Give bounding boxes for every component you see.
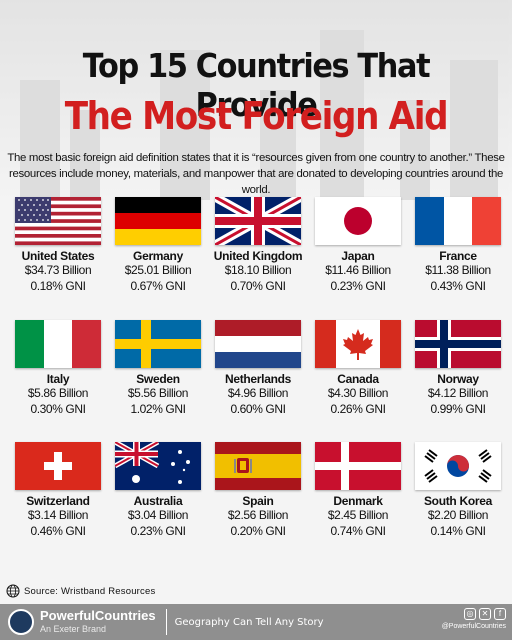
aid-amount: $5.86 Billion xyxy=(27,386,89,400)
italy-flag-icon xyxy=(15,320,101,368)
country-card-netherlands: Netherlands $4.96 Billion 0.60% GNI xyxy=(208,320,308,417)
aid-amount: $2.45 Billion xyxy=(327,508,389,522)
aid-amount: $3.14 Billion xyxy=(27,508,89,522)
country-card-sweden: Sweden $5.56 Billion 1.02% GNI xyxy=(108,320,208,417)
country-card-us: United States $34.73 Billion 0.18% GNI xyxy=(8,197,108,294)
aid-amount: $25.01 Billion xyxy=(124,263,192,277)
x-icon[interactable]: ✕ xyxy=(479,608,491,620)
country-card-italy: Italy $5.86 Billion 0.30% GNI xyxy=(8,320,108,417)
country-name: Germany xyxy=(133,249,183,263)
social-handle: @PowerfulCountries xyxy=(441,623,506,630)
sweden-flag-icon xyxy=(115,320,201,368)
source-text: Source: Wristband Resources xyxy=(24,585,156,597)
country-card-france: France $11.38 Billion 0.43% GNI xyxy=(408,197,508,294)
facebook-icon[interactable]: f xyxy=(494,608,506,620)
country-card-canada: Canada $4.30 Billion 0.26% GNI xyxy=(308,320,408,417)
spain-flag-icon xyxy=(215,442,301,490)
country-card-norway: Norway $4.12 Billion 0.99% GNI xyxy=(408,320,508,417)
gni-percent: 0.60% GNI xyxy=(230,402,286,416)
country-name: Spain xyxy=(242,494,274,508)
gni-percent: 0.14% GNI xyxy=(430,524,486,538)
aid-amount: $11.38 Billion xyxy=(425,263,491,277)
country-name: Japan xyxy=(341,249,375,263)
background-skyline xyxy=(0,0,512,200)
uk-flag-icon xyxy=(215,197,301,245)
gni-percent: 0.70% GNI xyxy=(230,279,286,293)
gni-percent: 0.43% GNI xyxy=(430,279,486,293)
footer-divider xyxy=(165,609,167,635)
japan-flag-icon xyxy=(315,197,401,245)
gni-percent: 0.23% GNI xyxy=(130,524,186,538)
aid-amount: $4.30 Billion xyxy=(327,386,389,400)
gni-percent: 0.30% GNI xyxy=(30,402,86,416)
gni-percent: 0.99% GNI xyxy=(430,402,486,416)
aid-amount: $11.46 Billion xyxy=(325,263,391,277)
gni-percent: 0.46% GNI xyxy=(30,524,86,538)
gni-percent: 1.02% GNI xyxy=(130,402,186,416)
country-name: Switzerland xyxy=(26,494,90,508)
country-card-switzerland: Switzerland $3.14 Billion 0.46% GNI xyxy=(8,442,108,539)
south-korea-flag-icon xyxy=(415,442,501,490)
aid-amount: $34.73 Billion xyxy=(24,263,92,277)
gni-percent: 0.74% GNI xyxy=(330,524,386,538)
page-title-line1: Top 15 Countries That Provide xyxy=(82,46,431,124)
country-name: United Kingdom xyxy=(213,249,303,263)
country-name: Canada xyxy=(337,372,379,386)
country-name: Norway xyxy=(437,372,479,386)
country-name: Denmark xyxy=(333,494,383,508)
country-name: France xyxy=(439,249,477,263)
aid-amount: $5.56 Billion xyxy=(127,386,189,400)
brand-block: PowerfulCountries An Exeter Brand xyxy=(40,609,156,635)
country-card-denmark: Denmark $2.45 Billion 0.74% GNI xyxy=(308,442,408,539)
country-card-australia: Australia $3.04 Billion 0.23% GNI xyxy=(108,442,208,539)
country-name: United States xyxy=(21,249,95,263)
switzerland-flag-icon xyxy=(15,442,101,490)
globe-icon xyxy=(6,584,20,598)
aid-amount: $3.04 Billion xyxy=(127,508,189,522)
france-flag-icon xyxy=(415,197,501,245)
instagram-icon[interactable]: ◎ xyxy=(464,608,476,620)
country-name: Australia xyxy=(133,494,183,508)
aid-amount: $4.12 Billion xyxy=(427,386,489,400)
australia-flag-icon xyxy=(115,442,201,490)
brand-name: PowerfulCountries xyxy=(40,608,156,623)
aid-amount: $2.56 Billion xyxy=(227,508,289,522)
country-name: Italy xyxy=(46,372,70,386)
netherlands-flag-icon xyxy=(215,320,301,368)
gni-percent: 0.18% GNI xyxy=(30,279,86,293)
us-flag-icon xyxy=(15,197,101,245)
social-block: ◎ ✕ f @PowerfulCountries xyxy=(442,608,506,630)
denmark-flag-icon xyxy=(315,442,401,490)
brand-logo-icon xyxy=(8,609,34,635)
aid-amount: $2.20 Billion xyxy=(427,508,489,522)
aid-amount: $4.96 Billion xyxy=(227,386,289,400)
brand-sub: An Exeter Brand xyxy=(40,624,107,634)
country-card-germany: Germany $25.01 Billion 0.67% GNI xyxy=(108,197,208,294)
country-name: Netherlands xyxy=(224,372,292,386)
gni-percent: 0.67% GNI xyxy=(130,279,186,293)
footer-bar: PowerfulCountries An Exeter Brand Geogra… xyxy=(0,604,512,640)
germany-flag-icon xyxy=(115,197,201,245)
country-name: South Korea xyxy=(423,494,493,508)
country-name: Sweden xyxy=(136,372,180,386)
description: The most basic foreign aid definition st… xyxy=(7,152,505,196)
aid-amount: $18.10 Billion xyxy=(224,263,292,277)
country-grid: United States $34.73 Billion 0.18% GNI G… xyxy=(8,197,508,547)
source-line: Source: Wristband Resources xyxy=(6,584,155,598)
canada-flag-icon xyxy=(315,320,401,368)
country-card-japan: Japan $11.46 Billion 0.23% GNI xyxy=(308,197,408,294)
gni-percent: 0.20% GNI xyxy=(230,524,286,538)
gni-percent: 0.26% GNI xyxy=(330,402,386,416)
footer-tagline: Geography Can Tell Any Story xyxy=(174,616,324,628)
norway-flag-icon xyxy=(415,320,501,368)
country-card-uk: United Kingdom $18.10 Billion 0.70% GNI xyxy=(208,197,308,294)
country-card-south-korea: South Korea $2.20 Billion 0.14% GNI xyxy=(408,442,508,539)
gni-percent: 0.23% GNI xyxy=(330,279,386,293)
page-title-line2: The Most Foreign Aid xyxy=(64,94,449,138)
country-card-spain: Spain $2.56 Billion 0.20% GNI xyxy=(208,442,308,539)
